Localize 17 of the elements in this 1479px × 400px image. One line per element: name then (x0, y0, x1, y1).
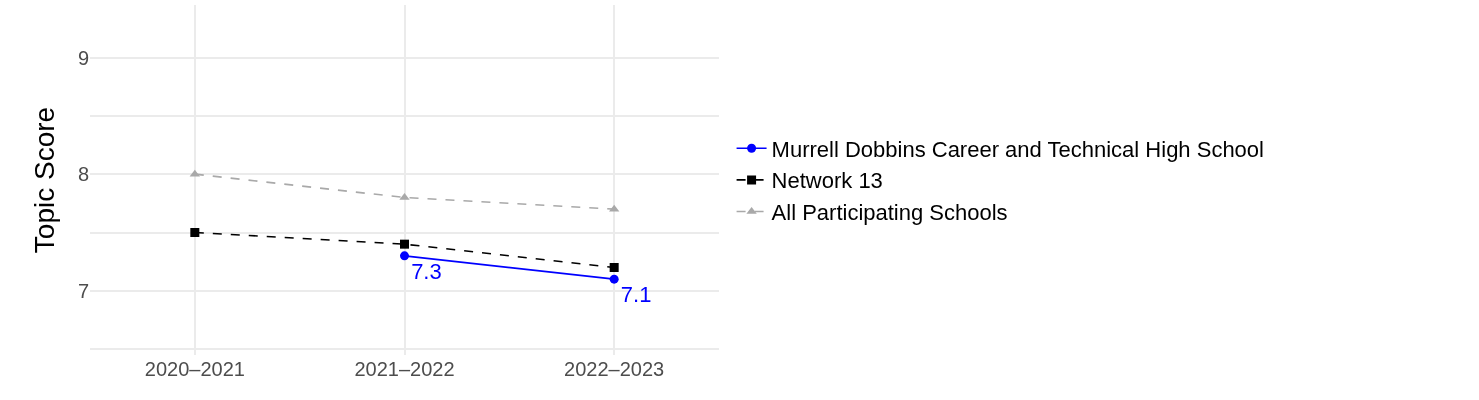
legend-label: All Participating Schools (771, 200, 1008, 226)
point (400, 239, 409, 249)
point (190, 228, 200, 237)
y-axis-title: Topic Score (28, 106, 60, 254)
y-tick-label: 7 (77, 279, 89, 302)
data-label: 7.1 (620, 282, 652, 308)
x-tick-label: 2021–2022 (354, 358, 455, 380)
legend-label: Murrell Dobbins Career and Technical High School (771, 136, 1264, 162)
point (609, 263, 619, 272)
x-tick-label: 2022–2023 (564, 358, 665, 380)
x-tick-label: 2020–2021 (144, 358, 245, 380)
y-tick-label: 8 (77, 163, 89, 186)
y-tick-label: 9 (77, 46, 89, 69)
legend-label: Network 13 (771, 168, 883, 194)
data-label: 7.3 (411, 258, 442, 284)
point (400, 251, 409, 261)
point (609, 274, 619, 284)
